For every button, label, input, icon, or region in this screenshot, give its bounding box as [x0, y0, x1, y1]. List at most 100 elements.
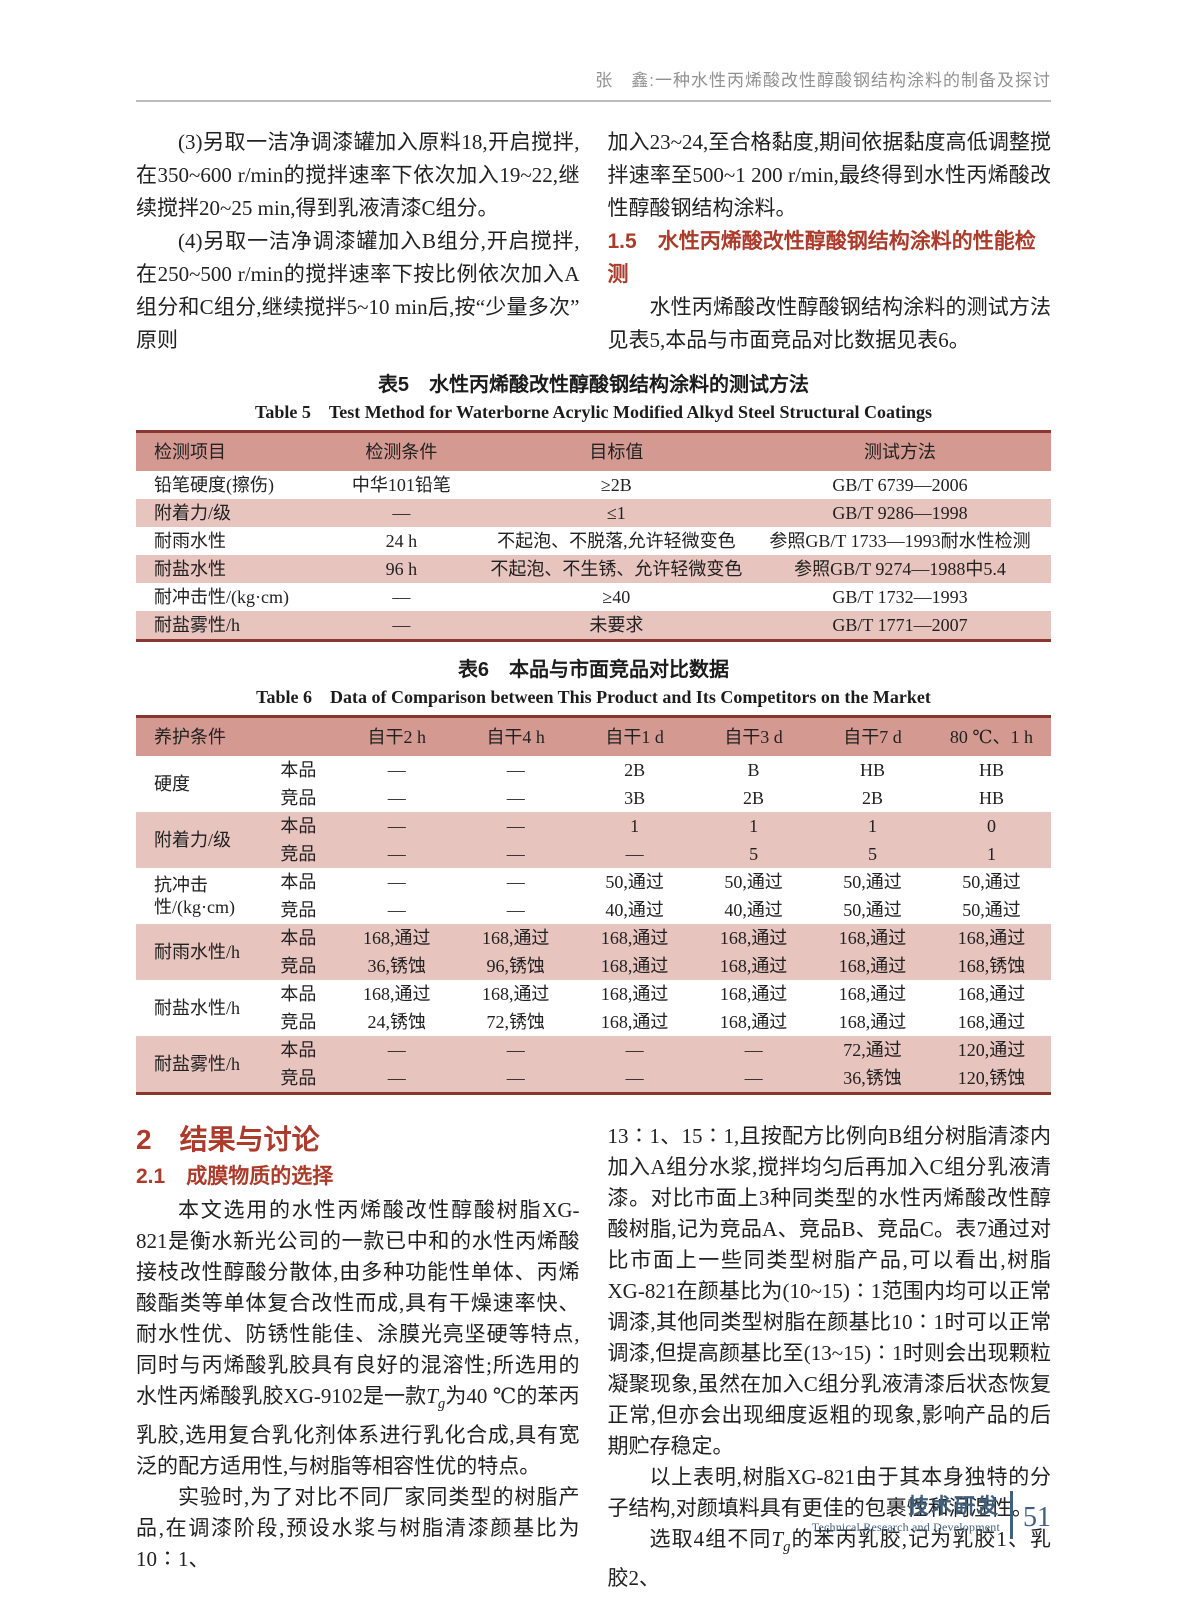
table6-header-cell: 自干2 h	[367, 727, 427, 747]
table6-cell: —	[625, 1068, 644, 1088]
table5-cell: 参照GB/T 1733—1993耐水性检测	[769, 531, 1031, 551]
table5-cell: GB/T 1732—1993	[832, 587, 968, 607]
table6-row: 耐盐水性/h 本品 168,通过 168,通过 168,通过 168,通过 168,通过 16…	[136, 980, 1051, 1018]
table6-cell: 120,锈蚀	[957, 1068, 1026, 1088]
table5-cell: 24 h	[385, 531, 418, 551]
table5: 检测项目 检测条件 目标值 测试方法 铅笔硬度(擦伤) 中华101铅笔 ≥2B GB/T 6…	[136, 430, 1051, 642]
table6-cell: 168,通过	[600, 1012, 669, 1032]
table6-group-label: 耐盐雾性/h	[154, 1054, 241, 1074]
table6-cell: —	[387, 1068, 406, 1088]
text-run: 的苯丙乳胶,记为乳胶1、乳胶2、	[607, 1527, 1052, 1591]
table6-cell: 168,通过	[600, 928, 669, 948]
table5-cell: 耐盐水性	[154, 559, 226, 579]
table6-cell: —	[387, 900, 406, 920]
table6-cell: B	[747, 760, 760, 780]
table6-cell: —	[387, 788, 406, 808]
table5-header-cell: 检测条件	[365, 442, 438, 462]
table5-cell: 不起泡、不生锈、允许轻微变色	[490, 559, 743, 579]
table5-cell: ≤1	[606, 503, 626, 523]
paragraph: 实验时,为了对比不同厂家同类型的树脂产品,在调漆阶段,预设水浆与树脂清漆颜基比为…	[136, 1482, 580, 1575]
table6: 养护条件 自干2 h 自干4 h 自干1 d 自干3 d 自干7 d 80 ℃、1 h 硬度…	[136, 715, 1051, 1095]
table6-cell: —	[387, 844, 406, 864]
table6-cell: 72,锈蚀	[486, 1012, 545, 1032]
table6-cell: 96,锈蚀	[486, 956, 545, 976]
table6-row-label: 本品	[280, 816, 317, 836]
table6-row: 硬度 本品 — — 2B B HB HB	[136, 756, 1051, 794]
table6-cell: 2B	[624, 760, 646, 780]
paragraph: 选取4组不同Tg的苯丙乳胶,记为乳胶1、乳胶2、	[608, 1524, 1052, 1594]
table6-cell: 120,通过	[957, 1040, 1026, 1060]
table6-cell: —	[744, 1040, 763, 1060]
footer-section-zh: 技术研发	[908, 1495, 1000, 1518]
intro-section: (3)另取一洁净调漆罐加入原料18,开启搅拌,在350~600 r/min的搅拌…	[136, 126, 1051, 357]
table5-row: 铅笔硬度(擦伤) 中华101铅笔 ≥2B GB/T 6739—2006	[136, 471, 1051, 499]
table5-row: 耐冲击性/(kg·cm) — ≥40 GB/T 1732—1993	[136, 583, 1051, 611]
paragraph: 以上表明,树脂XG-821由于其本身独特的分子结构,对颜填料具有更佳的包裹性和润…	[608, 1462, 1052, 1524]
intro-right-column: 加入23~24,至合格黏度,期间依据黏度高低调整搅拌速率至500~1 200 r…	[608, 126, 1052, 357]
table6-cell: 50,通过	[962, 872, 1021, 892]
table6-row: 竞品 — — — 5 5 1	[136, 840, 1051, 868]
table6-cell: 1	[986, 844, 996, 864]
table6-row-label: 本品	[280, 928, 317, 948]
table6-row: 抗冲击性/(kg·cm) 本品 — — 50,通过 50,通过 50,通过 50,通过	[136, 868, 1051, 917]
table5-header-row: 检测项目 检测条件 目标值 测试方法	[136, 431, 1051, 471]
paragraph: 加入23~24,至合格黏度,期间依据黏度高低调整搅拌速率至500~1 200 r…	[607, 130, 1052, 220]
text-run: g	[783, 1539, 791, 1556]
table6-row-label: 本品	[280, 760, 317, 780]
table5-cell: —	[392, 587, 411, 607]
table6-cell: 1	[749, 816, 759, 836]
table6-cell: —	[387, 816, 406, 836]
table5-cell: —	[392, 615, 411, 635]
table5-head: 检测项目 检测条件 目标值 测试方法	[136, 431, 1051, 471]
table6-row: 竞品 36,锈蚀 96,锈蚀 168,通过 168,通过 168,通过 168,锈蚀	[136, 952, 1051, 980]
table6-row-label: 本品	[280, 1040, 317, 1060]
text-run: T	[771, 1527, 784, 1551]
table6-cell: 168,通过	[838, 928, 907, 948]
table6-cell: HB	[859, 760, 885, 780]
table6-block: 表6 本品与市面竞品对比数据 Table 6 Data of Compariso…	[136, 658, 1051, 1095]
table6-row-label: 竞品	[280, 1012, 317, 1032]
results-right-column: 13∶1、15∶1,且按配方比例向B组分树脂清漆内加入A组分水浆,搅拌均匀后再加…	[608, 1121, 1052, 1594]
table6-cell: —	[387, 872, 406, 892]
table5-cell: 耐冲击性/(kg·cm)	[154, 587, 289, 607]
running-head: 张 鑫:一种水性丙烯酸改性醇酸钢结构涂料的制备及探讨	[136, 70, 1051, 102]
table6-cell: 168,通过	[363, 984, 431, 1004]
table5-cell: GB/T 6739—2006	[832, 475, 968, 495]
table6-cell: 168,通过	[719, 1012, 788, 1032]
table6-cell: 1	[868, 816, 877, 836]
table6-cell: —	[506, 872, 525, 892]
results-subheading: 2.1 成膜物质的选择	[136, 1165, 334, 1188]
table6-row-label: 竞品	[280, 788, 317, 808]
table6-cell: 168,通过	[600, 984, 669, 1004]
results-left-text: 本文选用的水性丙烯酸改性醇酸树脂XG-821是衡水新光公司的一款已中和的水性丙烯…	[136, 1195, 580, 1575]
table6-cell: 0	[986, 816, 996, 836]
table6-cell: 168,通过	[363, 928, 431, 948]
header-rule	[136, 100, 1051, 102]
table5-title-en: Table 5 Test Method for Waterborne Acryl…	[255, 402, 932, 422]
table6-cell: 168,通过	[719, 956, 788, 976]
table5-header-cell: 检测项目	[154, 442, 226, 462]
table5-cell: ≥40	[602, 587, 631, 607]
footer-page-number: 51	[1023, 1502, 1051, 1533]
table6-cell: 168,通过	[957, 984, 1026, 1004]
text-run: (4)另取一洁净调漆罐加入B组分,开启搅拌,在250~500 r/min的搅拌速…	[136, 229, 580, 352]
table5-cell: —	[392, 503, 411, 523]
table6-cell: 168,通过	[838, 984, 907, 1004]
table5-title-zh: 表5 水性丙烯酸改性醇酸钢结构涂料的测试方法	[377, 374, 810, 396]
table6-cell: 168,锈蚀	[957, 956, 1026, 976]
table5-cell: 附着力/级	[154, 503, 232, 523]
table5-cell: 参照GB/T 9274—1988中5.4	[794, 559, 1006, 579]
results-heading: 2 结果与讨论	[136, 1124, 320, 1155]
table5-header-cell: 目标值	[589, 442, 644, 462]
text-run: (3)另取一洁净调漆罐加入原料18,开启搅拌,在350~600 r/min的搅拌…	[136, 130, 580, 220]
table6-cell: 50,通过	[843, 900, 902, 920]
table6-cell: 168,通过	[957, 1012, 1026, 1032]
table6-cell: —	[506, 788, 525, 808]
table6-cell: —	[387, 760, 406, 780]
paragraph: 13∶1、15∶1,且按配方比例向B组分树脂清漆内加入A组分水浆,搅拌均匀后再加…	[608, 1121, 1052, 1462]
table6-row: 耐盐雾性/h 本品 — — — — 72,通过 120,通过	[136, 1036, 1051, 1074]
table5-cell: 耐盐雾性/h	[154, 615, 241, 635]
table6-row-label: 竞品	[280, 1068, 317, 1088]
table5-row: 耐雨水性 24 h 不起泡、不脱落,允许轻微变色 参照GB/T 1733—1993耐水…	[136, 527, 1051, 555]
table6-cell: —	[506, 1068, 525, 1088]
